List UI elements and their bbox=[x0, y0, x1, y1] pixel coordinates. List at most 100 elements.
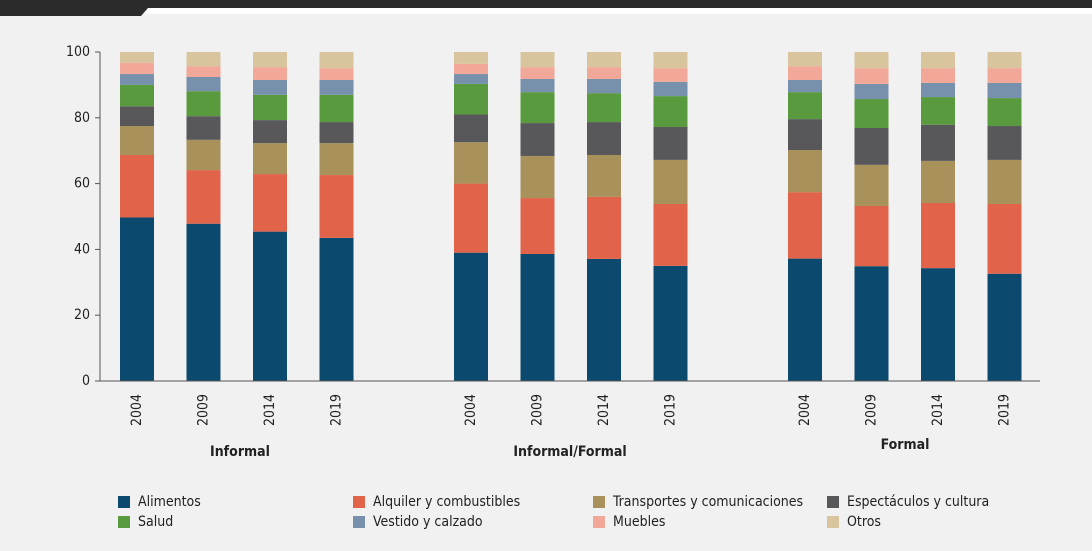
legend-swatch bbox=[593, 516, 605, 528]
bar-segment bbox=[120, 106, 154, 127]
bar-segment bbox=[454, 63, 488, 75]
legend-swatch bbox=[353, 516, 365, 528]
bar-segment bbox=[788, 119, 822, 151]
bar-segment bbox=[921, 203, 955, 269]
legend-label: Espectáculos y cultura bbox=[847, 494, 989, 510]
bar-segment bbox=[788, 192, 822, 259]
bar-segment bbox=[854, 127, 889, 165]
bar-segment bbox=[319, 143, 354, 176]
bar-segment bbox=[454, 114, 488, 143]
bar-segment bbox=[120, 62, 154, 75]
bar-segment bbox=[587, 67, 621, 79]
legend-swatch bbox=[827, 516, 839, 528]
bar-segment bbox=[987, 273, 1022, 381]
bar-segment bbox=[653, 203, 688, 266]
bar-segment bbox=[520, 52, 555, 68]
bar-segment bbox=[854, 52, 889, 69]
bar-segment bbox=[921, 82, 955, 98]
legend-label: Transportes y comunicaciones bbox=[612, 494, 803, 510]
bar-segment bbox=[987, 126, 1022, 160]
legend-swatch bbox=[118, 496, 130, 508]
bar-segment bbox=[653, 96, 688, 128]
legend-label: Alquiler y combustibles bbox=[373, 494, 520, 510]
group-label: Formal bbox=[881, 437, 930, 453]
bar-segment bbox=[788, 79, 822, 93]
bar-segment bbox=[319, 79, 354, 95]
bar-segment bbox=[319, 122, 354, 144]
y-tick-label: 0 bbox=[82, 373, 90, 389]
bar-segment bbox=[653, 265, 688, 381]
group-label: Informal/Formal bbox=[513, 444, 626, 460]
bar-segment bbox=[253, 94, 287, 121]
bar-segment bbox=[520, 92, 555, 124]
bar-segment bbox=[520, 123, 555, 156]
bar-segment bbox=[186, 170, 221, 224]
bar-segment bbox=[120, 154, 154, 218]
bar-segment bbox=[987, 68, 1022, 83]
x-tick-label: 2014 bbox=[930, 394, 946, 426]
bar-segment bbox=[788, 92, 822, 120]
bar-segment bbox=[788, 258, 822, 381]
bar-segment bbox=[587, 93, 621, 123]
group-label: Informal bbox=[210, 444, 270, 460]
legend-swatch bbox=[353, 496, 365, 508]
bar-segment bbox=[520, 155, 555, 199]
bar-segment bbox=[120, 126, 154, 155]
x-tick-label: 2019 bbox=[997, 394, 1013, 426]
bar-segment bbox=[987, 159, 1022, 204]
bar-segment bbox=[253, 67, 287, 80]
x-tick-label: 2009 bbox=[864, 394, 880, 426]
y-tick-label: 40 bbox=[74, 241, 90, 257]
bar-segment bbox=[454, 74, 488, 84]
x-tick-label: 2009 bbox=[196, 394, 212, 426]
bar-segment bbox=[854, 99, 889, 128]
y-tick-label: 80 bbox=[74, 110, 90, 126]
bar-segment bbox=[854, 83, 889, 100]
bar-segment bbox=[319, 237, 354, 381]
bar-segment bbox=[520, 254, 555, 381]
header-bar bbox=[0, 0, 1092, 16]
bar-segment bbox=[921, 68, 955, 83]
bar-segment bbox=[520, 67, 555, 79]
x-tick-label: 2004 bbox=[129, 394, 145, 426]
bar-segment bbox=[186, 116, 221, 140]
x-tick-label: 2019 bbox=[663, 394, 679, 426]
bar-segment bbox=[854, 68, 889, 84]
bar-segment bbox=[854, 205, 889, 267]
bar-segment bbox=[587, 52, 621, 68]
bar-segment bbox=[319, 94, 354, 123]
bar-segment bbox=[587, 122, 621, 155]
bar-segment bbox=[587, 78, 621, 94]
bar-segment bbox=[253, 231, 287, 381]
bar-segment bbox=[653, 159, 688, 204]
bar-segment bbox=[454, 252, 488, 381]
legend-label: Muebles bbox=[613, 514, 665, 530]
bar-segment bbox=[921, 268, 955, 381]
bar-segment bbox=[319, 68, 354, 80]
legend-swatch bbox=[118, 516, 130, 528]
y-tick-label: 20 bbox=[74, 307, 90, 323]
bar-segment bbox=[253, 143, 287, 175]
x-tick-label: 2019 bbox=[329, 394, 345, 426]
y-tick-label: 60 bbox=[74, 176, 90, 192]
legend-swatch bbox=[827, 496, 839, 508]
bar-segment bbox=[587, 258, 621, 381]
bar-segment bbox=[120, 84, 154, 107]
bar-segment bbox=[854, 164, 889, 206]
bar-segment bbox=[120, 52, 154, 63]
bar-segment bbox=[454, 142, 488, 184]
bar-segment bbox=[987, 98, 1022, 127]
bar-segment bbox=[587, 196, 621, 259]
bar-segment bbox=[987, 52, 1022, 69]
x-tick-label: 2004 bbox=[797, 394, 813, 426]
legend-label: Otros bbox=[847, 514, 881, 530]
legend-label: Alimentos bbox=[138, 494, 201, 510]
bar-segment bbox=[186, 91, 221, 117]
bar-segment bbox=[788, 66, 822, 80]
bar-segment bbox=[520, 198, 555, 255]
bar-segment bbox=[253, 79, 287, 95]
x-tick-label: 2014 bbox=[596, 394, 612, 426]
bar-segment bbox=[120, 217, 154, 381]
bar-segment bbox=[921, 97, 955, 125]
bar-segment bbox=[520, 78, 555, 93]
